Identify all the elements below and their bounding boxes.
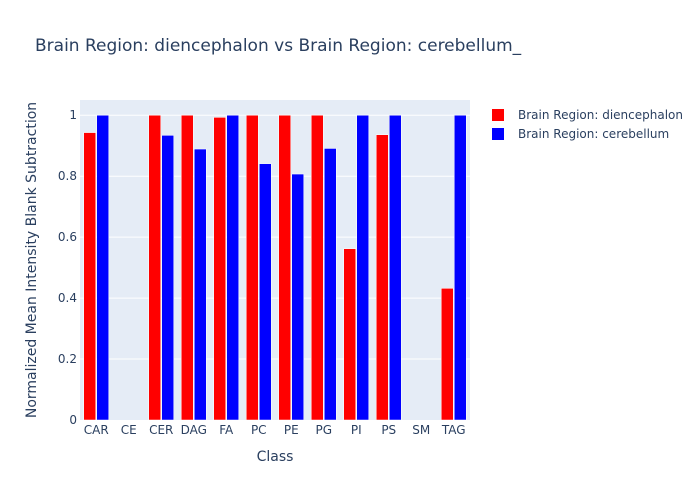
y-tick-label: 0.8 <box>58 169 77 183</box>
bar-diencephalon-pg[interactable] <box>311 114 324 421</box>
bars <box>83 114 467 421</box>
bar-diencephalon-pc[interactable] <box>246 114 259 421</box>
bar-diencephalon-cer[interactable] <box>148 114 161 421</box>
chart-title: Brain Region: diencephalon vs Brain Regi… <box>35 36 522 56</box>
bar-cerebellum-pi[interactable] <box>356 114 369 421</box>
x-tick-label: PE <box>284 423 299 437</box>
bar-cerebellum-car[interactable] <box>96 114 109 421</box>
bar-diencephalon-ps[interactable] <box>376 134 389 421</box>
y-axis-title: Normalized Mean Intensity Blank Subtract… <box>24 102 40 418</box>
x-axis-ticks: CAR CE CER DAG FA PC PE PG PI PS SM TAG <box>84 423 466 437</box>
bar-cerebellum-dag[interactable] <box>194 148 207 421</box>
legend-label: Brain Region: diencephalon <box>518 108 683 122</box>
x-tick-label: DAG <box>181 423 207 437</box>
bar-diencephalon-tag[interactable] <box>441 288 454 421</box>
y-tick-label: 1 <box>69 108 77 122</box>
legend-item-cerebellum[interactable]: Brain Region: cerebellum <box>492 127 669 141</box>
y-axis-ticks: 0 0.2 0.4 0.6 0.8 1 <box>58 108 77 427</box>
bar-diencephalon-pe[interactable] <box>278 114 291 421</box>
legend-swatch <box>492 128 504 140</box>
x-tick-label: PS <box>381 423 396 437</box>
y-tick-label: 0 <box>69 413 77 427</box>
x-tick-label: PI <box>351 423 362 437</box>
legend-label: Brain Region: cerebellum <box>518 127 669 141</box>
gridlines <box>80 114 470 360</box>
x-tick-label: FA <box>219 423 234 437</box>
bar-cerebellum-tag[interactable] <box>454 114 467 421</box>
legend-swatch <box>492 109 504 121</box>
y-tick-label: 0.6 <box>58 230 77 244</box>
bar-diencephalon-car[interactable] <box>83 132 96 421</box>
bar-cerebellum-pc[interactable] <box>259 163 272 421</box>
y-tick-label: 0.4 <box>58 291 77 305</box>
legend[interactable]: Brain Region: diencephalon Brain Region: … <box>492 108 683 141</box>
plot-area <box>80 100 470 420</box>
x-tick-label: PC <box>251 423 267 437</box>
x-tick-label: CE <box>121 423 137 437</box>
x-tick-label: PG <box>315 423 332 437</box>
legend-item-diencephalon[interactable]: Brain Region: diencephalon <box>492 108 683 122</box>
bar-cerebellum-pe[interactable] <box>291 173 304 421</box>
y-tick-label: 0.2 <box>58 352 77 366</box>
bar-diencephalon-fa[interactable] <box>213 117 226 421</box>
x-tick-label: SM <box>412 423 430 437</box>
bar-diencephalon-pi[interactable] <box>343 248 356 421</box>
bar-diencephalon-dag[interactable] <box>181 114 194 421</box>
x-tick-label: CAR <box>84 423 109 437</box>
bar-cerebellum-pg[interactable] <box>324 148 337 421</box>
bar-cerebellum-ps[interactable] <box>389 114 402 421</box>
x-tick-label: CER <box>149 423 173 437</box>
bar-cerebellum-cer[interactable] <box>161 135 174 421</box>
bar-cerebellum-fa[interactable] <box>226 114 239 421</box>
x-tick-label: TAG <box>441 423 466 437</box>
x-axis-title: Class <box>257 449 294 465</box>
